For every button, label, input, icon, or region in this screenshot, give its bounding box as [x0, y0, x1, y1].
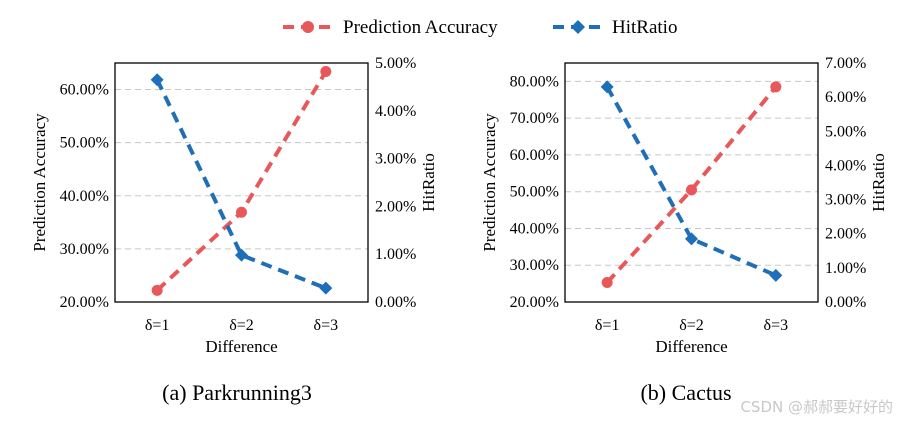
chart-parkrunning3: 20.00% 30.00% 40.00% 50.00% 60.00% 0.00% 1.00%…: [30, 55, 438, 405]
y2-tick-label: 6.00%: [825, 89, 866, 106]
legend-accuracy-marker: [302, 21, 314, 33]
series-line-hitratio: [155, 78, 327, 291]
y-tick-label: 20.00%: [510, 294, 559, 311]
x-axis-title: Difference: [205, 337, 277, 356]
y2-tick-label: 0.00%: [375, 294, 416, 311]
chart-caption: (a) Parkrunning3: [162, 380, 312, 405]
y-axis-title: Prediction Accuracy: [30, 113, 49, 252]
y2-tick-label: 3.00%: [825, 192, 866, 209]
point-accuracy: [151, 284, 163, 296]
y2-tick-label: 5.00%: [375, 55, 416, 72]
y-tick-label: 20.00%: [60, 294, 109, 311]
y-tick-label: 40.00%: [510, 220, 559, 237]
y2-axis-title: HitRatio: [419, 153, 438, 212]
y2-tick-label: 1.00%: [825, 260, 866, 277]
y-tick-label: 60.00%: [60, 82, 109, 99]
plot-frame: [114, 62, 369, 303]
point-hitratio: [769, 268, 783, 282]
y-tick-label: 50.00%: [60, 135, 109, 152]
x-tick-label: δ=3: [314, 317, 339, 334]
y-tick-label: 60.00%: [510, 147, 559, 164]
y2-tick-label: 7.00%: [825, 55, 866, 72]
series-line-accuracy: [605, 85, 778, 284]
x-tick-label: δ=1: [145, 317, 170, 334]
point-accuracy: [686, 184, 697, 196]
y2-tick-label: 0.00%: [825, 294, 866, 311]
chart-caption: (b) Cactus: [640, 380, 731, 405]
y-tick-label: 30.00%: [510, 257, 559, 274]
x-tick-label: δ=1: [595, 317, 620, 334]
y2-tick-label: 2.00%: [375, 198, 416, 215]
point-hitratio: [600, 80, 614, 94]
y-axis-title: Prediction Accuracy: [480, 113, 499, 252]
x-axis-title: Difference: [655, 337, 727, 356]
y2-tick-label: 4.00%: [825, 157, 866, 174]
y-tick-label: 80.00%: [510, 73, 559, 90]
y2-tick-label: 1.00%: [375, 246, 416, 263]
legend: Prediction Accuracy HitRatio: [283, 17, 677, 38]
y2-tick-label: 4.00%: [375, 103, 416, 120]
legend-accuracy-label: Prediction Accuracy: [343, 17, 498, 38]
y2-tick-label: 3.00%: [375, 151, 416, 168]
x-tick-label: δ=2: [679, 317, 704, 334]
x-tick-label: δ=3: [764, 317, 789, 334]
x-tick-label: δ=2: [229, 317, 254, 334]
point-hitratio: [150, 73, 164, 87]
legend-hitratio-marker: [571, 20, 585, 34]
point-accuracy: [236, 206, 247, 218]
y-tick-label: 30.00%: [60, 241, 109, 258]
legend-hitratio-label: HitRatio: [612, 17, 677, 38]
y2-axis-title: HitRatio: [869, 153, 888, 212]
y-tick-label: 70.00%: [510, 110, 559, 127]
y-tick-label: 50.00%: [510, 184, 559, 201]
point-accuracy: [770, 81, 782, 93]
plot-frame: [564, 62, 819, 303]
point-hitratio: [319, 281, 333, 295]
point-accuracy: [320, 65, 332, 77]
series-line-hitratio: [605, 85, 777, 278]
chart-cactus: 20.00% 30.00% 40.00% 50.00% 60.00% 70.00% 80.0…: [480, 55, 888, 405]
y-tick-label: 40.00%: [60, 188, 109, 205]
y2-tick-label: 5.00%: [825, 123, 866, 140]
legend-item-hitratio: HitRatio: [553, 17, 677, 38]
watermark: CSDN @郝郝要好好的: [740, 398, 893, 416]
legend-item-accuracy: Prediction Accuracy: [283, 17, 498, 38]
y2-tick-label: 2.00%: [825, 226, 866, 243]
point-accuracy: [601, 277, 613, 289]
point-hitratio: [235, 248, 248, 262]
point-hitratio: [685, 232, 698, 246]
